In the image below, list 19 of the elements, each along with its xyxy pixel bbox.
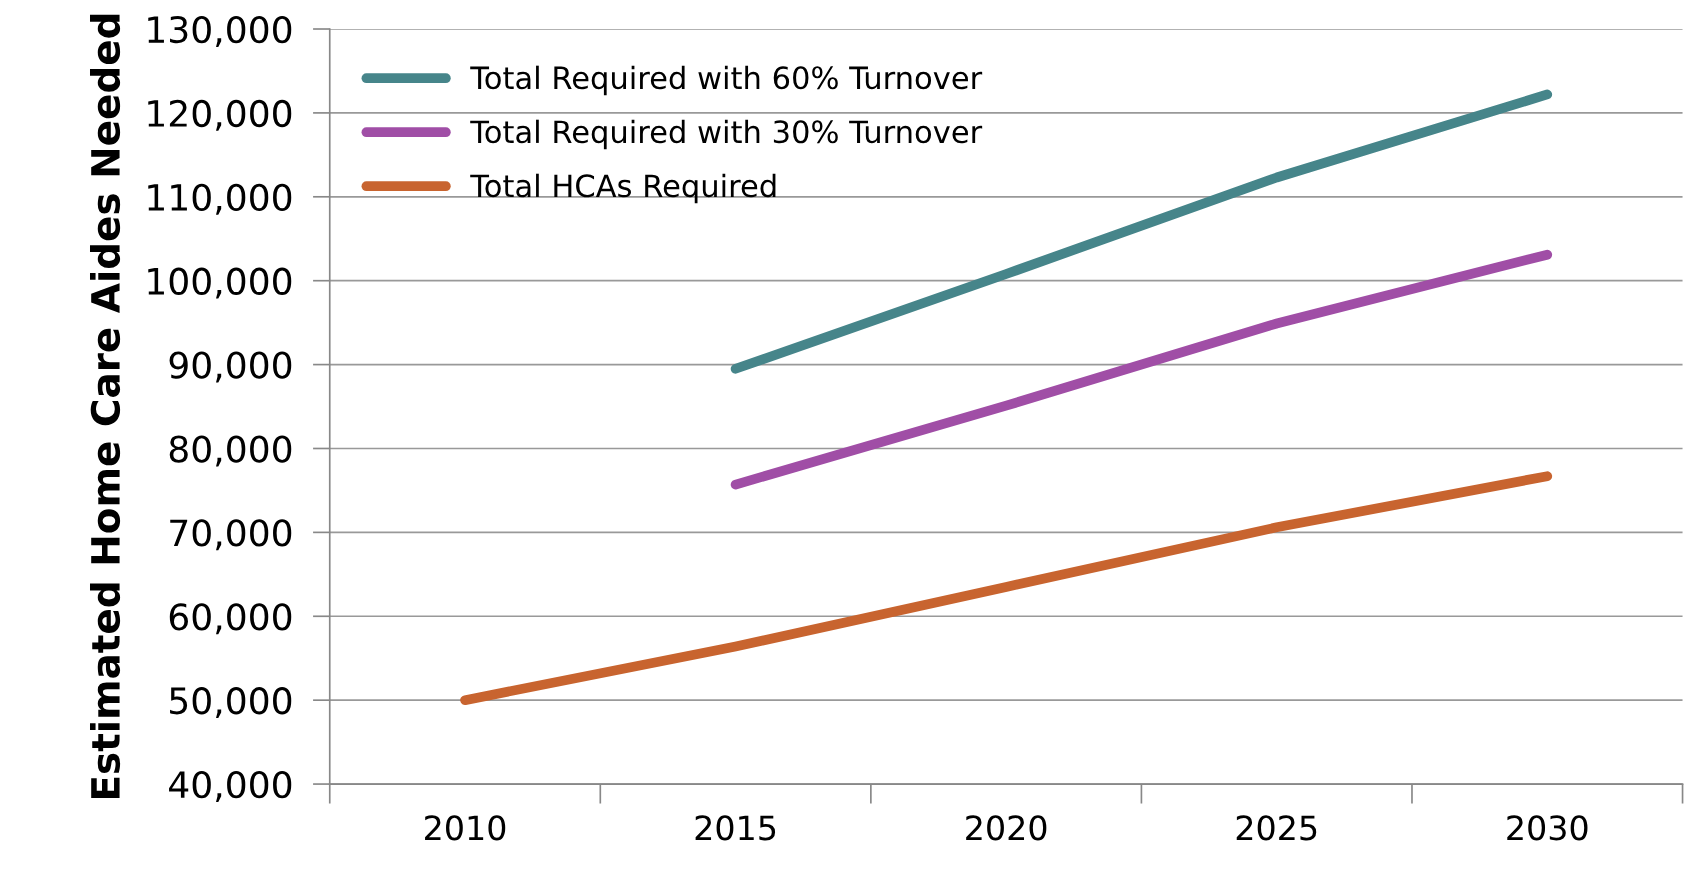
y-tick-label: 130,000 bbox=[148, 15, 292, 47]
y-tick-label: 40,000 bbox=[169, 770, 292, 802]
x-tick-label: 2025 bbox=[1236, 815, 1317, 841]
y-axis-title: Estimated Home Care Aides Needed bbox=[90, 14, 121, 798]
legend-label: Total Required with 60% Turnover bbox=[470, 65, 983, 96]
x-tick-label: 2010 bbox=[425, 815, 506, 841]
y-tick-label: 90,000 bbox=[169, 351, 292, 383]
y-tick-label: 50,000 bbox=[170, 687, 292, 719]
y-tick-label: 80,000 bbox=[169, 435, 292, 467]
legend-label: Total Required with 30% Turnover bbox=[470, 119, 983, 150]
y-tick-label: 60,000 bbox=[169, 603, 292, 635]
legend-label: Total HCAs Required bbox=[470, 173, 776, 204]
x-tick-label: 2020 bbox=[966, 815, 1047, 841]
x-tick-label: 2015 bbox=[695, 815, 776, 841]
y-tick-label: 70,000 bbox=[170, 519, 292, 551]
y-tick-label: 100,000 bbox=[148, 267, 292, 299]
y-tick-label: 110,000 bbox=[148, 183, 292, 215]
x-tick-label: 2030 bbox=[1507, 815, 1588, 841]
y-tick-label: 120,000 bbox=[148, 99, 292, 131]
